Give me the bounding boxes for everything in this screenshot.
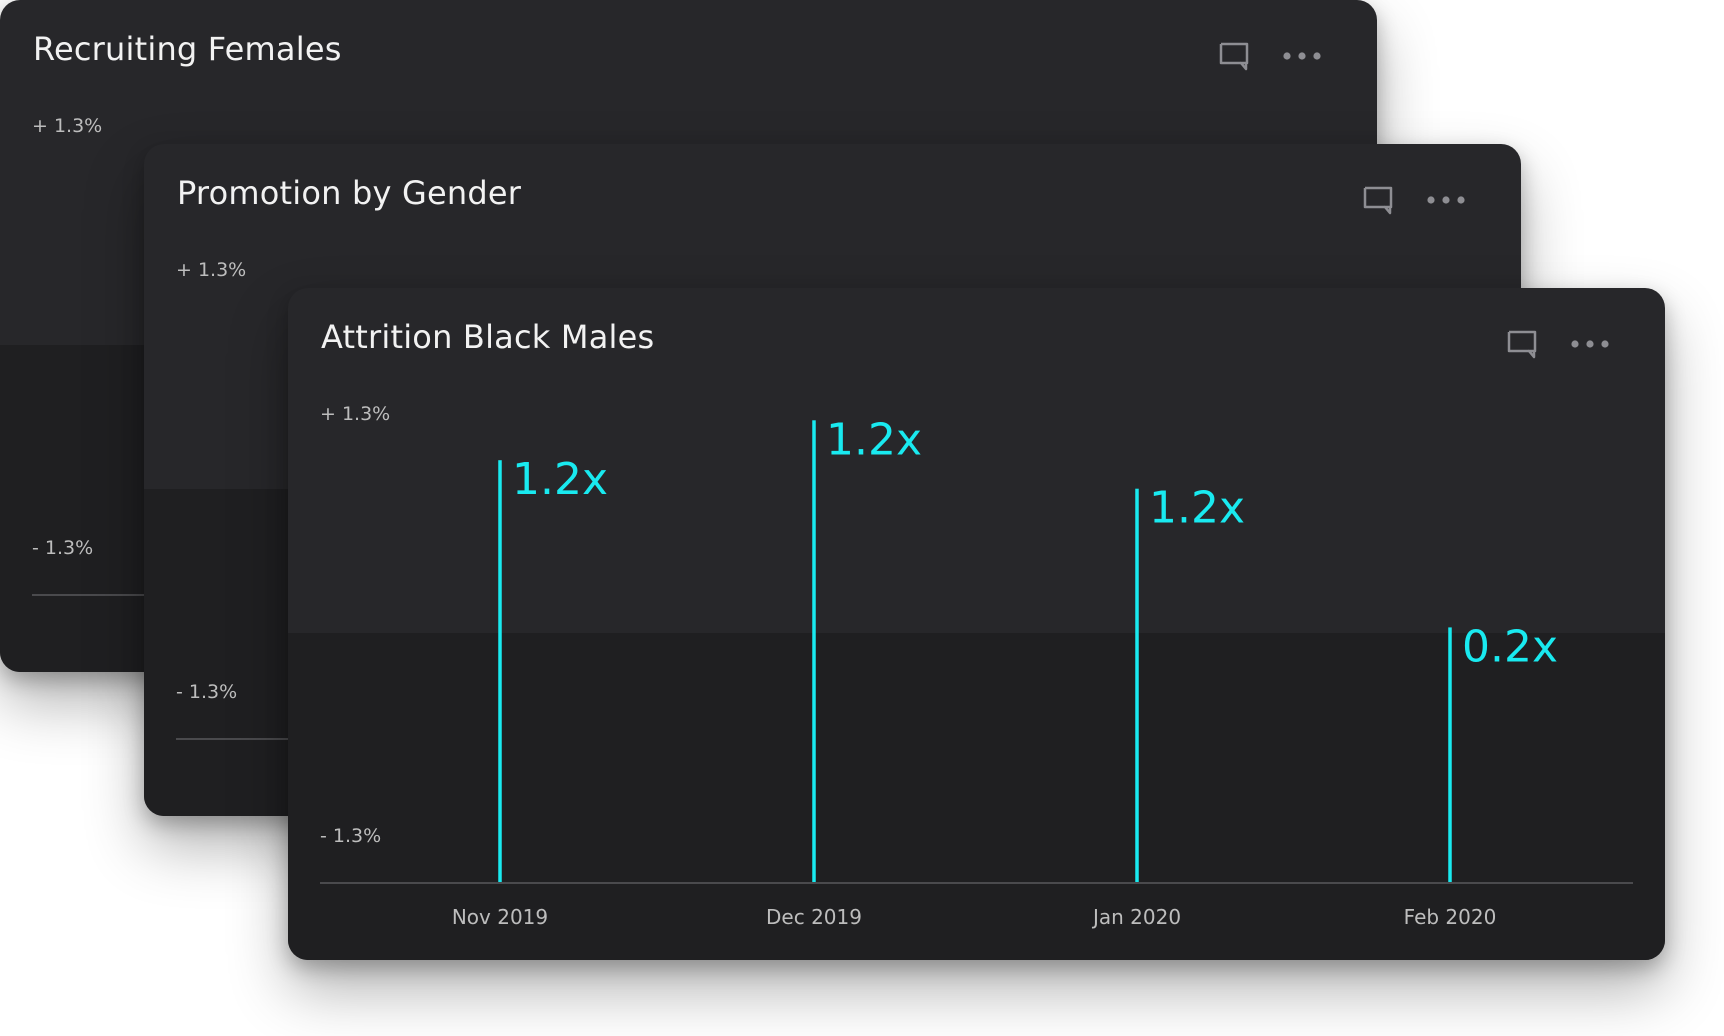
data-label: 1.2x — [826, 414, 922, 465]
data-label: 1.2x — [1149, 483, 1245, 534]
data-label: 1.2x — [512, 454, 608, 505]
chart-baseline — [320, 882, 1633, 884]
data-label: 0.2x — [1462, 621, 1558, 672]
bar-dec-2019[interactable] — [812, 420, 816, 882]
more-icon[interactable] — [1570, 328, 1610, 360]
y-axis-min-label: - 1.3% — [32, 537, 94, 559]
more-icon[interactable] — [1426, 184, 1466, 216]
y-axis-max-label: + 1.3% — [176, 259, 247, 281]
chart-lower-band — [288, 633, 1665, 960]
card-title: Recruiting Females — [33, 30, 342, 68]
card-attrition-black-males: Attrition Black Males + 1.3% - 1.3% 1.2x… — [288, 288, 1665, 960]
card-actions — [1218, 40, 1322, 72]
bar-nov-2019[interactable] — [498, 460, 502, 882]
bar-feb-2020[interactable] — [1448, 627, 1452, 882]
x-tick-label: Dec 2019 — [766, 905, 862, 929]
card-actions — [1506, 328, 1610, 360]
x-tick-label: Feb 2020 — [1404, 905, 1497, 929]
comment-icon[interactable] — [1362, 184, 1394, 216]
card-actions — [1362, 184, 1466, 216]
y-axis-min-label: - 1.3% — [176, 681, 238, 703]
y-axis-min-label: - 1.3% — [320, 825, 382, 847]
x-tick-label: Jan 2020 — [1091, 905, 1181, 929]
comment-icon[interactable] — [1218, 40, 1250, 72]
y-axis-max-label: + 1.3% — [320, 403, 391, 425]
attrition-chart: 1.2x Nov 2019 1.2x Dec 2019 1.2x Jan 2020 0.2x… — [452, 414, 1558, 929]
comment-icon[interactable] — [1506, 328, 1538, 360]
bar-jan-2020[interactable] — [1135, 488, 1139, 882]
x-tick-label: Nov 2019 — [452, 905, 548, 929]
card-title: Promotion by Gender — [177, 174, 522, 212]
more-icon[interactable] — [1282, 40, 1322, 72]
y-axis-max-label: + 1.3% — [32, 115, 103, 137]
card-title: Attrition Black Males — [321, 318, 655, 356]
